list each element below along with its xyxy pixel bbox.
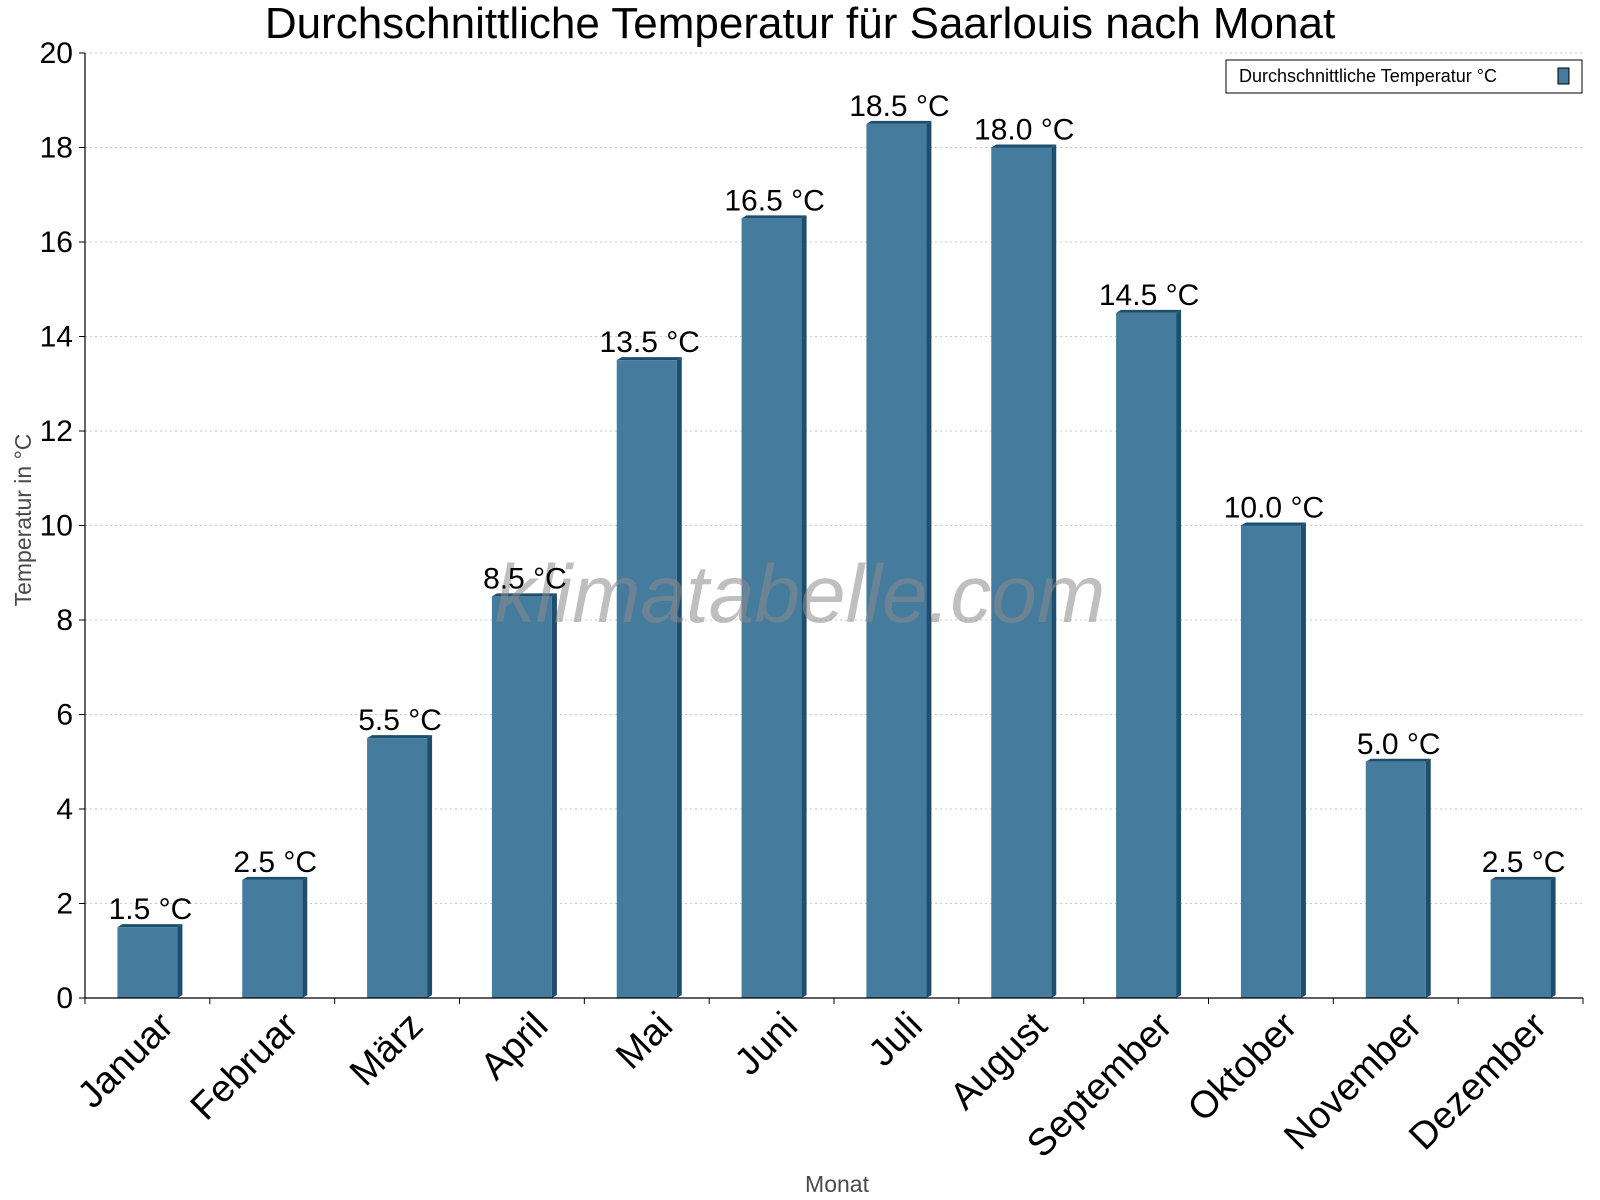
bar-side bbox=[676, 357, 682, 998]
data-label: 16.5 °C bbox=[724, 184, 824, 217]
bar-top bbox=[991, 144, 1057, 148]
y-tick-label: 12 bbox=[40, 415, 73, 448]
y-tick-label: 0 bbox=[56, 982, 73, 1015]
data-label: 10.0 °C bbox=[1224, 492, 1324, 525]
bar-top bbox=[242, 876, 308, 880]
bar-top bbox=[367, 735, 433, 739]
bar-side bbox=[926, 120, 932, 998]
data-label: 18.0 °C bbox=[974, 114, 1074, 147]
bar bbox=[741, 218, 802, 998]
x-tick-label: Januar bbox=[70, 1004, 182, 1116]
watermark-text: klimatabelle.com bbox=[495, 549, 1106, 640]
bar bbox=[1365, 761, 1426, 998]
bar bbox=[242, 879, 303, 998]
bar-top bbox=[1365, 758, 1431, 762]
chart-axes bbox=[79, 52, 1584, 1004]
x-tick-label: Juli bbox=[861, 1005, 931, 1075]
y-tick-labels: 0 2 4 6 8 10 12 14 16 18 20 bbox=[40, 37, 73, 1015]
y-tick-label: 2 bbox=[56, 888, 73, 921]
bar-side bbox=[302, 876, 308, 998]
x-tick-label: Oktober bbox=[1180, 1004, 1306, 1130]
x-tick-label: Februar bbox=[183, 1004, 307, 1128]
data-label: 2.5 °C bbox=[1482, 846, 1566, 879]
bar-side bbox=[177, 924, 183, 998]
legend: Durchschnittliche Temperatur °C bbox=[1225, 59, 1583, 94]
y-tick-label: 16 bbox=[40, 226, 73, 259]
x-tick-label: April bbox=[473, 1005, 556, 1088]
bar-top bbox=[491, 593, 557, 597]
data-label: 13.5 °C bbox=[600, 326, 700, 359]
bar-side bbox=[1550, 876, 1556, 998]
x-tick-label: August bbox=[942, 1004, 1056, 1118]
legend-series-name: Durchschnittliche Temperatur °C bbox=[1239, 66, 1497, 86]
bar-side bbox=[1300, 522, 1306, 998]
grid-lines bbox=[85, 52, 1583, 904]
x-axis-label: Monat bbox=[805, 1171, 870, 1197]
bar-side bbox=[427, 735, 433, 998]
bar-top bbox=[1490, 876, 1556, 880]
data-labels: 1.5 °C 2.5 °C 5.5 °C 8.5 °C 13.5 °C 16.5 °C 18… bbox=[109, 90, 1566, 926]
y-tick-label: 8 bbox=[56, 604, 73, 637]
data-label: 14.5 °C bbox=[1099, 279, 1199, 312]
bar-side bbox=[551, 593, 557, 998]
bar-top bbox=[1240, 522, 1306, 526]
data-label: 2.5 °C bbox=[233, 846, 317, 879]
y-tick-label: 4 bbox=[56, 793, 73, 826]
bar-top bbox=[866, 120, 932, 124]
x-tick-label: Dezember bbox=[1401, 1004, 1555, 1158]
bar-top bbox=[741, 215, 807, 219]
bar-top bbox=[616, 357, 682, 361]
bar-top bbox=[1116, 309, 1182, 313]
bar-side bbox=[1176, 309, 1182, 998]
y-tick-label: 10 bbox=[40, 510, 73, 543]
x-tick-label: Juni bbox=[727, 1005, 806, 1084]
data-label: 18.5 °C bbox=[849, 90, 949, 123]
bar-series bbox=[117, 120, 1556, 998]
bar bbox=[491, 596, 552, 998]
bar bbox=[1240, 525, 1301, 998]
y-tick-label: 6 bbox=[56, 699, 73, 732]
y-tick-label: 14 bbox=[40, 321, 73, 354]
chart-title: Durchschnittliche Temperatur für Saarlou… bbox=[265, 0, 1335, 48]
legend-box bbox=[1225, 59, 1583, 94]
data-label: 5.0 °C bbox=[1357, 728, 1441, 761]
y-tick-label: 18 bbox=[40, 132, 73, 165]
bar-side bbox=[1425, 758, 1431, 998]
y-tick-label: 20 bbox=[40, 37, 73, 70]
bar bbox=[117, 927, 178, 998]
x-tick-label: Mai bbox=[608, 1005, 681, 1078]
x-tick-labels: Januar Februar März April Mai Juni Juli AugustS… bbox=[70, 1004, 1555, 1165]
legend-swatch bbox=[1557, 67, 1570, 85]
bar bbox=[1490, 879, 1551, 998]
bar bbox=[367, 738, 428, 998]
bar bbox=[616, 360, 677, 998]
bar bbox=[1116, 312, 1177, 998]
data-label: 5.5 °C bbox=[358, 704, 442, 737]
y-axis-label: Temperatur in °C bbox=[10, 434, 36, 607]
bar bbox=[991, 147, 1052, 998]
bar-top bbox=[117, 924, 183, 928]
bar-side bbox=[1051, 144, 1057, 998]
x-tick-label: März bbox=[342, 1005, 431, 1094]
bar-side bbox=[801, 215, 807, 998]
bar bbox=[866, 123, 927, 998]
data-label: 1.5 °C bbox=[109, 893, 193, 926]
data-label: 8.5 °C bbox=[483, 562, 567, 595]
